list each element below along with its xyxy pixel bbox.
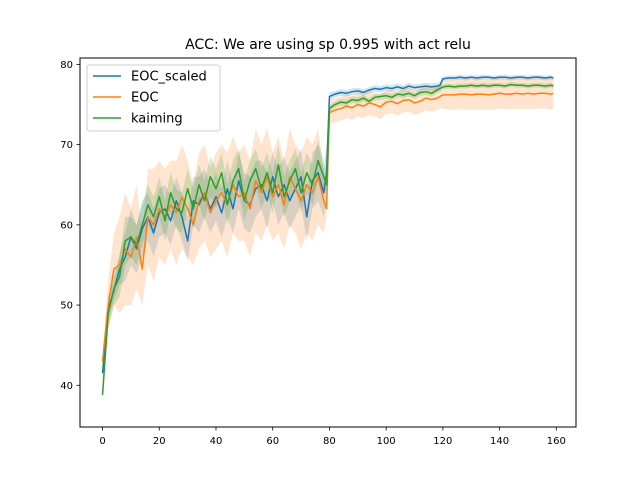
series-line-kaiming: [101, 83, 554, 395]
x-tick-label: 100: [377, 436, 396, 447]
legend-label: EOC_scaled: [131, 70, 207, 85]
x-tick-label: 40: [210, 436, 223, 447]
x-tick-label: 160: [547, 436, 566, 447]
x-tick-label: 120: [433, 436, 452, 447]
chart-title: ACC: We are using sp 0.995 with act relu: [185, 37, 471, 53]
y-tick-label: 80: [60, 60, 73, 71]
legend: EOC_scaled EOC kaiming: [86, 64, 221, 132]
x-tick-label: 60: [266, 436, 279, 447]
y-tick-label: 70: [60, 140, 73, 151]
legend-label: kaiming: [131, 112, 183, 127]
y-tick-label: 60: [60, 220, 73, 231]
series-lines: [101, 76, 554, 395]
legend-label: EOC: [131, 91, 159, 106]
legend-box: [86, 64, 221, 132]
y-tick-label: 40: [60, 381, 73, 392]
plot-frame: [79, 57, 577, 428]
y-tick-label: 50: [60, 301, 73, 312]
x-axis: 0 20 40 60 80 100 120 140 160: [99, 427, 566, 447]
x-tick-label: 140: [490, 436, 509, 447]
y-axis: 40 50 60 70 80: [60, 60, 80, 392]
x-tick-label: 0: [99, 436, 105, 447]
x-tick-label: 80: [323, 436, 336, 447]
x-tick-label: 20: [153, 436, 166, 447]
